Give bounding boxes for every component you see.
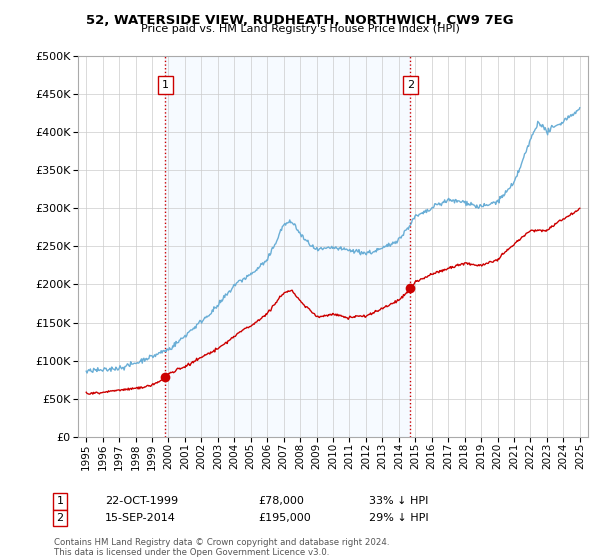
Text: 52, WATERSIDE VIEW, RUDHEATH, NORTHWICH, CW9 7EG: 52, WATERSIDE VIEW, RUDHEATH, NORTHWICH,… <box>86 14 514 27</box>
Text: 15-SEP-2014: 15-SEP-2014 <box>105 513 176 523</box>
Text: 1: 1 <box>161 80 169 90</box>
Text: Contains HM Land Registry data © Crown copyright and database right 2024.
This d: Contains HM Land Registry data © Crown c… <box>54 538 389 557</box>
Text: 1: 1 <box>56 496 64 506</box>
Text: 29% ↓ HPI: 29% ↓ HPI <box>369 513 428 523</box>
Text: Price paid vs. HM Land Registry's House Price Index (HPI): Price paid vs. HM Land Registry's House … <box>140 24 460 34</box>
Text: 2: 2 <box>407 80 414 90</box>
Text: 2: 2 <box>56 513 64 523</box>
Text: £195,000: £195,000 <box>258 513 311 523</box>
Text: 33% ↓ HPI: 33% ↓ HPI <box>369 496 428 506</box>
Text: £78,000: £78,000 <box>258 496 304 506</box>
Bar <box>165 56 410 437</box>
Text: 22-OCT-1999: 22-OCT-1999 <box>105 496 178 506</box>
